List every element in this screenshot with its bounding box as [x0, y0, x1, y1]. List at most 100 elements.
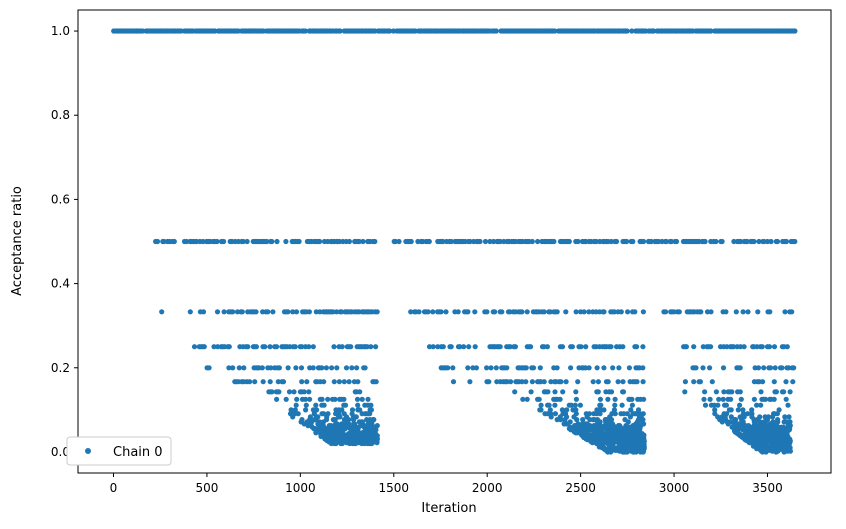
data-point [583, 344, 589, 350]
data-point [770, 414, 776, 420]
data-point [373, 344, 379, 350]
data-point [537, 365, 543, 371]
data-point [619, 402, 625, 408]
legend-entry-chain-0: Chain 0 [113, 445, 163, 460]
plot-frame [77, 9, 832, 474]
data-point [700, 344, 706, 350]
data-point [723, 309, 729, 315]
data-point [466, 344, 472, 350]
data-point [787, 448, 794, 454]
data-point [445, 365, 451, 371]
data-point [784, 344, 790, 350]
data-point [302, 28, 308, 34]
y-tick-label: 0.4 [51, 277, 70, 291]
data-point [299, 344, 305, 350]
data-point [573, 389, 579, 395]
data-point [728, 414, 734, 420]
data-point [730, 344, 737, 350]
data-point [589, 440, 596, 446]
data-point [524, 309, 530, 315]
data-point [729, 389, 735, 395]
data-point [608, 389, 615, 395]
data-point [330, 309, 336, 315]
data-point [450, 379, 457, 385]
data-point [529, 238, 535, 245]
data-point [562, 417, 568, 423]
data-point [740, 407, 746, 413]
data-point [605, 379, 611, 385]
data-point [214, 238, 220, 245]
data-point [719, 419, 725, 425]
data-point [355, 379, 361, 385]
data-point [352, 440, 359, 447]
data-point [548, 414, 554, 420]
data-point [264, 238, 270, 245]
data-point [357, 407, 363, 413]
data-point [572, 402, 578, 408]
data-point [693, 365, 699, 371]
data-point [408, 309, 414, 315]
data-point [252, 379, 258, 385]
data-point [745, 309, 751, 315]
data-point [767, 365, 774, 371]
data-point [624, 411, 630, 417]
data-point [313, 402, 319, 408]
y-axis-label: Acceptance ratio [10, 186, 25, 296]
data-point [331, 344, 337, 350]
data-point [303, 407, 309, 413]
data-point [430, 344, 436, 350]
data-point [640, 344, 646, 350]
data-point [547, 309, 553, 315]
data-point [350, 417, 357, 423]
data-point [755, 309, 761, 315]
data-point [625, 309, 631, 315]
data-point [430, 309, 436, 315]
data-point [387, 28, 393, 34]
data-point [598, 402, 604, 408]
data-point [781, 389, 787, 395]
data-point [283, 238, 289, 245]
data-point [575, 379, 581, 385]
data-point [601, 407, 607, 413]
data-point [554, 365, 560, 371]
data-point [274, 396, 280, 402]
data-point [615, 379, 621, 385]
data-point [329, 365, 335, 371]
data-point [740, 309, 746, 315]
data-point [601, 309, 607, 315]
data-point [159, 309, 165, 315]
y-tick-label: 0.6 [51, 192, 70, 206]
data-point [725, 421, 731, 427]
data-point [751, 396, 758, 402]
data-point [620, 389, 627, 395]
data-point [720, 365, 727, 371]
data-point [349, 407, 356, 413]
data-point [691, 344, 697, 350]
data-point [438, 309, 444, 315]
data-point [331, 379, 337, 385]
data-point [265, 309, 271, 315]
data-point [425, 309, 431, 315]
data-point [767, 309, 773, 315]
data-point [291, 389, 297, 395]
x-tick-label: 500 [195, 481, 218, 495]
data-point [782, 309, 788, 315]
data-point [337, 414, 343, 420]
data-point [301, 389, 307, 395]
data-point [294, 396, 300, 402]
data-point [641, 396, 647, 402]
data-point [626, 365, 633, 371]
data-point [612, 411, 618, 417]
data-point [728, 407, 734, 413]
data-point [528, 389, 534, 395]
data-point [733, 417, 739, 423]
data-point [499, 309, 505, 315]
data-point [337, 28, 343, 34]
legend-box [66, 436, 172, 466]
data-point [230, 309, 236, 315]
data-point [374, 423, 380, 429]
data-point [455, 309, 461, 315]
data-point [473, 365, 479, 371]
data-point [771, 379, 777, 385]
